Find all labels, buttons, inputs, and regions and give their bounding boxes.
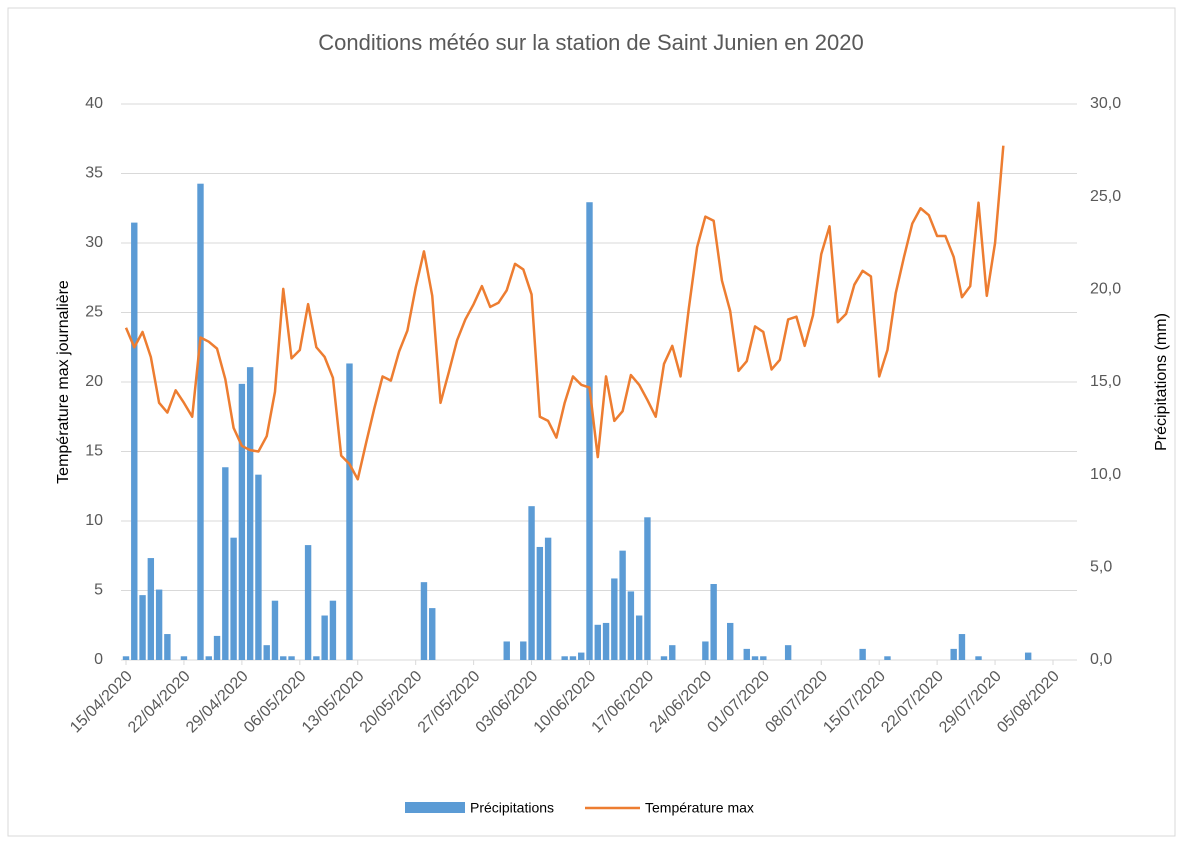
bar: [727, 622, 734, 660]
bar: [271, 600, 279, 660]
y-tick-label: 20: [85, 373, 103, 390]
bar: [280, 656, 287, 660]
y-tick-label: 30: [85, 234, 103, 251]
bar: [635, 615, 643, 660]
bar: [139, 595, 146, 660]
legend-label: Précipitations: [470, 800, 554, 816]
bar: [710, 584, 717, 660]
bar: [255, 474, 262, 660]
bar: [213, 635, 221, 660]
bar: [544, 537, 552, 660]
bar: [619, 550, 626, 660]
bar: [131, 222, 138, 660]
y-tick-label: 35: [85, 165, 103, 182]
bar: [503, 641, 510, 660]
y-tick-label: 40: [85, 95, 103, 112]
y2-tick-label: 10,0: [1090, 466, 1121, 483]
bar: [528, 506, 535, 660]
y-tick-label: 5: [94, 582, 103, 599]
chart-title: Conditions météo sur la station de Saint…: [318, 30, 863, 55]
bar: [122, 656, 130, 660]
bar: [594, 624, 601, 660]
y2-tick-label: 5,0: [1090, 559, 1112, 576]
bar: [702, 641, 709, 660]
bar: [950, 648, 957, 660]
bar: [520, 641, 527, 660]
bar: [859, 648, 866, 660]
y2-tick-label: 30,0: [1090, 95, 1121, 112]
bar: [263, 645, 270, 660]
bar: [329, 600, 337, 660]
bar: [288, 656, 295, 660]
bar: [147, 558, 155, 660]
line: [124, 145, 1005, 481]
y2-tick-label: 25,0: [1090, 188, 1121, 205]
bar: [611, 578, 618, 660]
bar: [669, 645, 676, 660]
bar: [644, 517, 651, 660]
bar: [230, 537, 237, 660]
bar: [760, 656, 767, 660]
bar: [602, 622, 610, 660]
y2-axis-title: Précipitations (mm): [1153, 313, 1170, 451]
bar: [155, 589, 163, 660]
y2-tick-label: 0,0: [1090, 651, 1112, 668]
bar: [627, 591, 635, 660]
y-axis-title: Température max journalière: [55, 280, 72, 484]
bar: [975, 656, 982, 660]
bar: [578, 652, 585, 660]
bar: [246, 367, 254, 660]
bar: [205, 656, 212, 660]
bar: [569, 656, 577, 660]
bar: [420, 582, 428, 660]
bar: [164, 634, 171, 660]
bar: [586, 202, 593, 660]
y2-tick-label: 15,0: [1090, 373, 1121, 390]
bar: [222, 467, 229, 660]
bar: [1024, 652, 1032, 660]
legend-label: Température max: [645, 800, 754, 816]
bar: [346, 363, 353, 660]
bar: [321, 615, 328, 660]
bar: [784, 645, 792, 660]
bar: [561, 656, 568, 660]
bar: [958, 634, 966, 660]
bar: [180, 656, 188, 660]
bar: [884, 656, 891, 660]
y-tick-label: 0: [94, 651, 103, 668]
y-tick-label: 10: [85, 512, 103, 529]
bar: [238, 383, 246, 660]
y-tick-label: 25: [85, 304, 103, 321]
y2-tick-label: 20,0: [1090, 281, 1121, 298]
bar: [197, 183, 204, 660]
bar: [751, 656, 759, 660]
bar: [313, 656, 320, 660]
bar: [743, 648, 750, 660]
bar: [536, 546, 544, 660]
bar: [429, 608, 436, 660]
y-tick-label: 15: [85, 443, 103, 460]
legend-swatch: [405, 802, 465, 813]
bar: [660, 656, 668, 660]
bar: [304, 545, 312, 660]
